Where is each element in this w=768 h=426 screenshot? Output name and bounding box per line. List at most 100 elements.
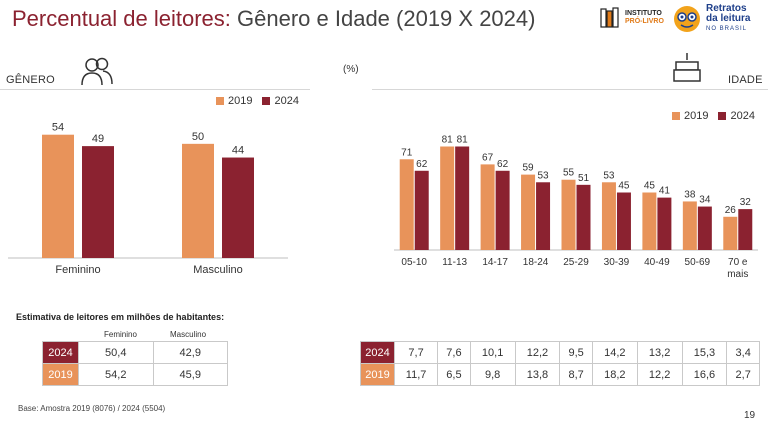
value-cell: 15,3 xyxy=(681,341,728,364)
value-cell: 50,4 xyxy=(78,341,154,364)
value-cell: 13,8 xyxy=(514,363,561,386)
category-label: 14-17 xyxy=(482,257,508,268)
gender-estimate-table: 2024 50,4 42,9 2019 54,2 45,9 xyxy=(42,341,228,386)
data-label: 50 xyxy=(192,131,204,143)
category-label: mais xyxy=(727,269,748,280)
people-icon xyxy=(81,57,113,86)
value-cell: 9,5 xyxy=(559,341,593,364)
gender-divider xyxy=(0,89,310,90)
table-row: 2024 50,4 42,9 xyxy=(42,341,228,364)
bar-2024 xyxy=(738,209,753,250)
page-title: Percentual de leitores: Gênero e Idade (… xyxy=(12,6,535,32)
bar-2024 xyxy=(455,146,470,250)
category-label: 50-69 xyxy=(685,257,711,268)
bar-2024 xyxy=(657,197,672,250)
da-leitura-text: da leitura xyxy=(706,13,751,24)
table-row: 2019 54,2 45,9 xyxy=(42,363,228,386)
bar-2024 xyxy=(82,146,114,258)
col-header-feminino: Feminino xyxy=(104,330,137,339)
retratos-text: Retratos xyxy=(706,3,747,14)
category-label: 11-13 xyxy=(442,257,467,268)
value-cell: 9,8 xyxy=(469,363,516,386)
category-label: 05-10 xyxy=(401,257,427,268)
value-cell: 7,7 xyxy=(393,341,439,364)
category-label: 30-39 xyxy=(604,257,630,268)
legend-2024-label: 2024 xyxy=(730,110,755,122)
data-label: 71 xyxy=(401,147,413,158)
bar-2019 xyxy=(480,164,495,250)
bar-2019 xyxy=(399,159,414,250)
title-rest: Gênero e Idade (2019 X 2024) xyxy=(230,6,536,31)
books-icon xyxy=(600,7,619,28)
legend-2019-label: 2019 xyxy=(228,95,253,107)
bar-2019 xyxy=(182,143,214,258)
gender-legend: 2019 2024 xyxy=(216,95,299,107)
category-label: 70 e xyxy=(728,257,748,268)
value-cell: 3,4 xyxy=(726,341,760,364)
year-cell: 2024 xyxy=(360,341,395,364)
age-estimate-table: 2024 7,7 7,6 10,1 12,2 9,5 14,2 13,2 15,… xyxy=(360,341,760,386)
data-label: 44 xyxy=(232,145,244,157)
bar-2024 xyxy=(697,206,712,250)
data-label: 45 xyxy=(618,181,630,192)
bar-2019 xyxy=(723,216,738,250)
data-label: 32 xyxy=(740,197,752,208)
bar-2019 xyxy=(642,192,657,250)
age-section-label: IDADE xyxy=(728,74,763,86)
age-legend: 2019 2024 xyxy=(672,110,755,122)
category-label: 40-49 xyxy=(644,257,670,268)
value-cell: 54,2 xyxy=(78,363,154,386)
category-label: 25-29 xyxy=(563,257,589,268)
legend-2019-label: 2019 xyxy=(684,110,709,122)
data-label: 81 xyxy=(442,135,454,146)
col-header-masculino: Masculino xyxy=(170,330,207,339)
data-label: 62 xyxy=(416,159,428,170)
bar-2019 xyxy=(440,146,455,250)
value-cell: 11,7 xyxy=(393,363,439,386)
legend-2019-swatch xyxy=(216,97,224,105)
value-cell: 12,2 xyxy=(636,363,683,386)
value-cell: 2,7 xyxy=(726,363,760,386)
data-label: 62 xyxy=(497,159,509,170)
category-label: Masculino xyxy=(193,264,243,276)
estimate-title: Estimativa de leitores em milhões de hab… xyxy=(16,312,225,322)
bar-2024 xyxy=(576,184,591,250)
data-label: 81 xyxy=(457,135,469,146)
instituto-text: INSTITUTO xyxy=(625,10,662,17)
value-cell: 42,9 xyxy=(152,341,228,364)
bar-2024 xyxy=(536,182,551,250)
page-number: 19 xyxy=(744,410,756,421)
bar-2024 xyxy=(616,192,631,250)
bar-2019 xyxy=(561,179,576,250)
value-cell: 45,9 xyxy=(152,363,228,386)
data-label: 45 xyxy=(644,181,656,192)
data-label: 53 xyxy=(603,170,615,181)
value-cell: 6,5 xyxy=(437,363,471,386)
gender-bar-chart: 54 49 Feminino 50 44 Masculino xyxy=(8,122,288,276)
data-label: 49 xyxy=(92,133,104,145)
value-cell: 13,2 xyxy=(636,341,683,364)
bar-2019 xyxy=(682,201,697,250)
data-label: 41 xyxy=(659,186,671,197)
year-cell: 2024 xyxy=(42,341,79,364)
category-label: 18-24 xyxy=(523,257,549,268)
data-label: 26 xyxy=(725,205,737,216)
data-label: 53 xyxy=(537,170,549,181)
legend-2024-swatch xyxy=(718,112,727,120)
data-label: 59 xyxy=(522,163,534,174)
value-cell: 14,2 xyxy=(591,341,638,364)
value-cell: 7,6 xyxy=(437,341,471,364)
bar-2024 xyxy=(222,157,254,258)
bar-2019 xyxy=(42,134,74,258)
year-cell: 2019 xyxy=(42,363,79,386)
age-divider xyxy=(372,89,768,90)
pro-livro-text: PRÓ-LIVRO xyxy=(625,18,664,25)
value-cell: 16,6 xyxy=(681,363,728,386)
retratos-da-leitura-logo: Retratos da leitura NO BRASIL xyxy=(672,4,750,34)
sample-base-note: Base: Amostra 2019 (8076) / 2024 (5504) xyxy=(18,404,166,413)
bar-2019 xyxy=(601,182,616,250)
data-label: 34 xyxy=(699,195,711,206)
birthday-cake-icon xyxy=(673,53,701,82)
data-label: 54 xyxy=(52,122,64,134)
